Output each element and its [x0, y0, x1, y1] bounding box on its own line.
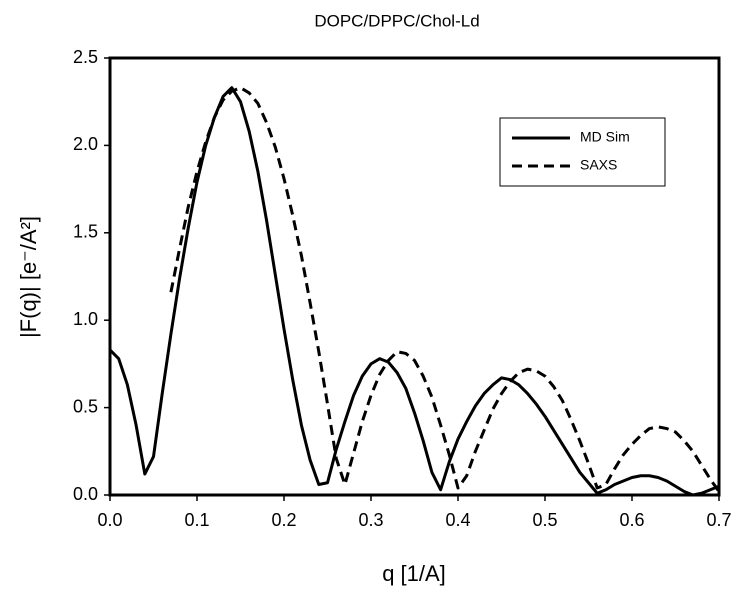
- x-tick-label: 0.4: [445, 510, 470, 530]
- y-tick-label: 1.5: [73, 222, 98, 242]
- x-tick-label: 0.0: [97, 510, 122, 530]
- data-line: [169, 86, 719, 493]
- y-axis-label: |F(q)| [e⁻/A²]: [16, 216, 41, 338]
- chart-title: DOPC/DPPC/Chol-Ld: [314, 11, 479, 30]
- legend-label: SAXS: [580, 157, 617, 173]
- legend-box: [499, 117, 666, 187]
- x-tick-label: 0.1: [184, 510, 209, 530]
- legend-label: MD Sim: [580, 129, 630, 145]
- data-line: [110, 86, 719, 495]
- plot-frame: [108, 56, 721, 497]
- x-tick-label: 0.6: [619, 510, 644, 530]
- y-tick-label: 2.0: [73, 134, 98, 154]
- y-tick-label: 0.5: [73, 396, 98, 416]
- x-axis-label: q [1/A]: [382, 561, 446, 586]
- y-tick-label: 0.0: [73, 484, 98, 504]
- x-tick-label: 0.7: [706, 510, 731, 530]
- x-tick-label: 0.2: [271, 510, 296, 530]
- y-tick-label: 2.5: [73, 47, 98, 67]
- x-tick-label: 0.3: [358, 510, 383, 530]
- y-tick-label: 1.0: [73, 309, 98, 329]
- x-tick-label: 0.5: [532, 510, 557, 530]
- plot-area: [110, 86, 719, 495]
